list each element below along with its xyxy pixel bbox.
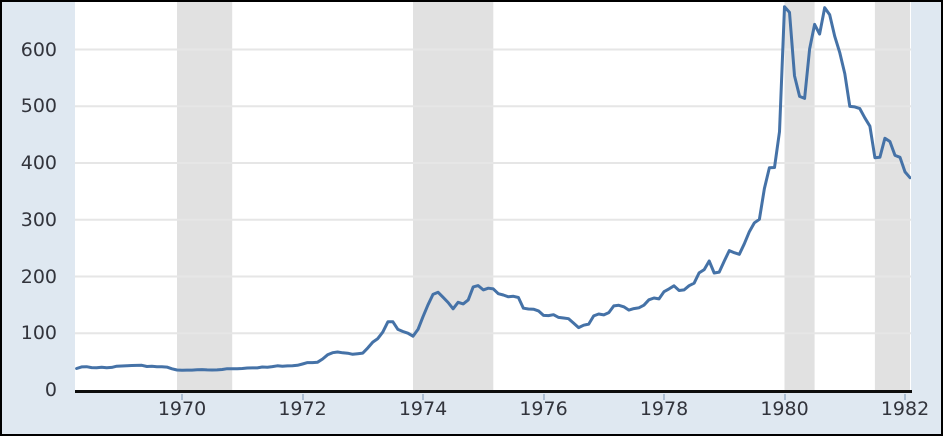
x-tick-label: 1976 [519, 398, 568, 420]
plot-area [75, 2, 912, 390]
x-tick-mark [904, 394, 906, 400]
y-tick-label: 600 [20, 38, 57, 61]
y-tick-label: 0 [44, 379, 57, 401]
y-tick-label: 300 [20, 208, 57, 231]
x-tick-label: 1974 [398, 398, 448, 420]
x-tick-mark [422, 394, 424, 400]
x-tick-mark [783, 394, 786, 400]
x-axis-line [75, 390, 912, 393]
x-tick-mark [301, 394, 304, 400]
x-tick-label: 1978 [639, 398, 689, 420]
y-tick-label: 200 [20, 265, 57, 288]
recession-band [413, 2, 494, 390]
price-line [75, 5, 912, 372]
x-tick-label: 1970 [157, 398, 207, 420]
recession-band [874, 2, 910, 390]
price-line-svg [75, 2, 912, 390]
y-tick-label: 100 [20, 322, 57, 345]
recession-band [784, 2, 815, 390]
x-tick-label: 1972 [278, 398, 327, 420]
x-tick-mark [663, 394, 665, 400]
x-tick-mark [181, 394, 183, 400]
recession-band [177, 2, 233, 390]
x-tick-mark [542, 394, 545, 400]
y-tick-label: 400 [20, 152, 57, 174]
x-tick-label: 1982 [880, 398, 930, 420]
y-tick-label: 500 [20, 95, 57, 118]
x-tick-label: 1980 [760, 398, 809, 420]
